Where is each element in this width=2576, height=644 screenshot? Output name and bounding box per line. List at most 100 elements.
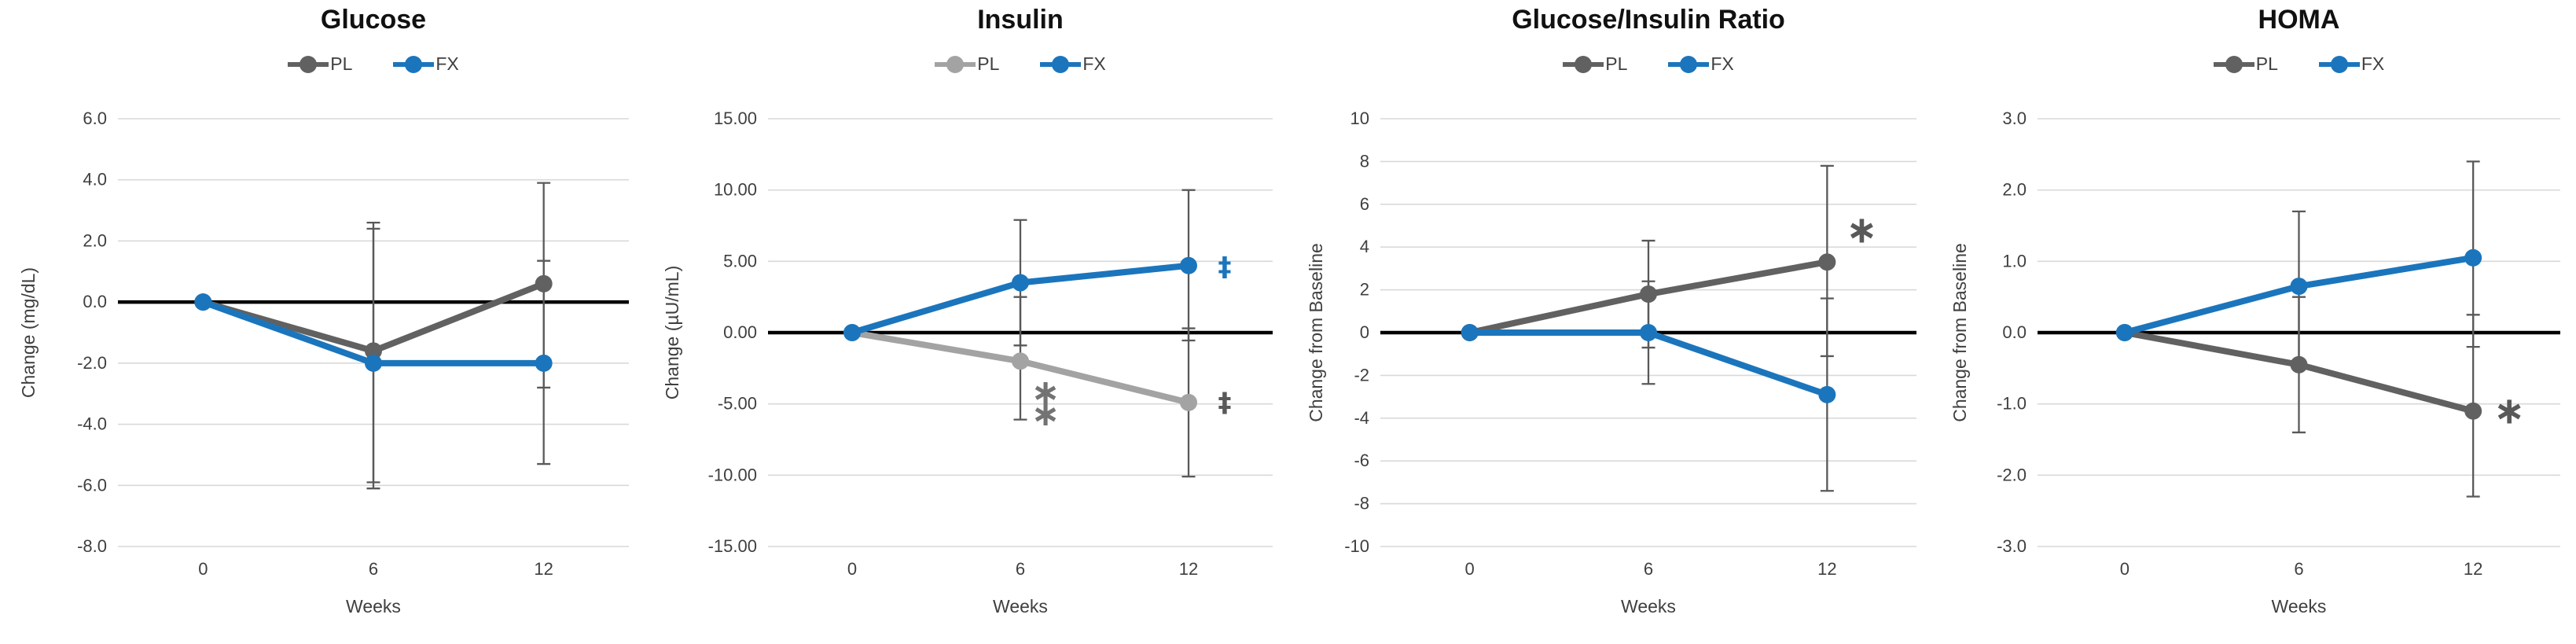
x-tick-label: 12 [1817, 559, 1836, 579]
data-point-FX-week0 [194, 293, 212, 311]
y-tick-label: 0.00 [723, 322, 757, 342]
y-tick-labels: 15.00 10.00 5.00 0.00 -5.00 -10.00 -15.00 [708, 109, 757, 556]
x-axis-title: Weeks [2271, 596, 2327, 616]
x-tick-label: 0 [1465, 559, 1475, 579]
legend-item-pl: PL [2213, 53, 2278, 75]
legend-label-pl: PL [2255, 53, 2278, 74]
x-tick-label: 6 [2294, 559, 2303, 579]
legend-marker-pl-icon [288, 55, 329, 73]
legend-label-fx: FX [435, 53, 459, 74]
legend-item-fx: FX [1040, 53, 1106, 75]
x-axis-title: Weeks [1621, 596, 1676, 616]
y-tick-label: -2 [1354, 365, 1369, 385]
x-tick-labels: 0 6 12 [1465, 559, 1837, 579]
chart-title: HOMA [2258, 5, 2340, 35]
y-tick-label: 1.0 [2002, 251, 2027, 270]
y-tick-label: 4.0 [83, 170, 107, 190]
error-bars-FX [366, 227, 551, 490]
data-point-PL-week12 [535, 274, 553, 293]
y-tick-label: 2 [1360, 280, 1369, 300]
data-point-PL-week12 [2464, 402, 2482, 420]
y-tick-label: -2.0 [1997, 465, 2027, 484]
chart-panel-glucose-insulin-ratio: Glucose/Insulin Ratio PL FX Change from … [1288, 0, 1931, 644]
data-point-PL-week6 [1012, 352, 1029, 370]
legend-label-fx: FX [1082, 53, 1106, 74]
error-bars-PL [2292, 296, 2480, 498]
data-point-PL-week6 [1640, 285, 1657, 304]
data-point-FX-week12 [535, 354, 553, 372]
significance-annotation: ‡ [1218, 387, 1232, 418]
data-point-FX-week12 [2464, 248, 2482, 267]
y-tick-label: 2.0 [83, 230, 107, 250]
legend-item-pl: PL [1563, 53, 1627, 75]
y-tick-label: -15.00 [708, 536, 757, 556]
significance-annotation: ∗ [1031, 394, 1060, 434]
legend-marker-pl-icon [935, 55, 976, 73]
significance-annotation: ∗ [1846, 208, 1877, 252]
legend-label-fx: FX [2361, 53, 2385, 74]
data-point-FX-week0 [843, 324, 861, 341]
glucose-plot-area: 6.0 4.0 2.0 0.0 -2.0 -4.0 -6.0 -8.0 0 6 12 [77, 109, 629, 579]
legend-label-fx: FX [1711, 53, 1734, 74]
chart-title: Glucose [320, 5, 427, 35]
y-tick-label: -6 [1354, 451, 1369, 470]
y-tick-label: 0.0 [83, 292, 107, 311]
significance-annotation: ∗ [2493, 389, 2525, 433]
data-point-FX-week6 [365, 354, 382, 372]
x-tick-label: 0 [198, 559, 208, 579]
data-point-FX-week0 [2115, 324, 2133, 341]
x-tick-label: 6 [1644, 559, 1653, 579]
y-tick-label: -1.0 [1997, 394, 2027, 414]
x-tick-label: 12 [2464, 559, 2482, 579]
legend-item-fx: FX [1668, 53, 1734, 75]
legend-marker-fx-icon [1040, 55, 1082, 73]
chart-title: Glucose/Insulin Ratio [1512, 5, 1785, 35]
x-tick-labels: 0 6 12 [847, 559, 1198, 579]
legend-marker-pl-icon [2213, 55, 2254, 73]
data-point-PL-week12 [1180, 393, 1197, 411]
legend-marker-fx-icon [1668, 55, 1710, 73]
legend: PL FX [768, 53, 1273, 75]
y-tick-label: -10 [1344, 536, 1369, 556]
data-point-PL-week6 [365, 342, 382, 360]
chart-panel-homa: HOMA PL FX Change from Baseline Weeks 3.… [1931, 0, 2575, 644]
legend: PL FX [118, 53, 629, 75]
y-tick-label: -5.00 [718, 394, 757, 414]
chart-title: Insulin [977, 5, 1064, 35]
glucose-insulin-ratio-plot-area: 10 8 6 4 2 0 -2 -4 -6 -8 -10 0 6 12 ∗ [1344, 109, 1916, 579]
chart-panel-insulin: Insulin PL FX Change (µU/mL) Weeks 15.00… [644, 0, 1288, 644]
y-tick-label: -3.0 [1997, 536, 2027, 556]
legend-marker-pl-icon [1563, 55, 1604, 73]
x-tick-labels: 0 6 12 [2120, 559, 2483, 579]
legend: PL FX [2038, 53, 2560, 75]
y-tick-label: -2.0 [77, 353, 107, 373]
y-tick-label: 10.00 [714, 180, 757, 200]
homa-plot-area: 3.0 2.0 1.0 0.0 -1.0 -2.0 -3.0 0 6 12 ∗ [1997, 109, 2560, 579]
y-tick-label: 0.0 [2002, 322, 2027, 342]
y-tick-label: 2.0 [2002, 180, 2027, 200]
x-tick-label: 12 [534, 559, 553, 579]
chart-panel-glucose: Glucose PL FX Change (mg/dL) Weeks 6.0 4.… [0, 0, 644, 644]
legend-label-pl: PL [1605, 53, 1628, 74]
data-point-PL-week6 [2290, 355, 2308, 374]
y-tick-label: -4.0 [77, 414, 107, 434]
x-tick-label: 6 [1016, 559, 1025, 579]
x-tick-label: 6 [369, 559, 378, 579]
legend-item-pl: PL [935, 53, 999, 75]
error-bars-PL [1641, 164, 1834, 358]
legend-label-pl: PL [977, 53, 1000, 74]
legend-item-fx: FX [2318, 53, 2385, 75]
y-tick-label: 10 [1350, 109, 1369, 128]
x-tick-labels: 0 6 12 [198, 559, 553, 579]
y-tick-label: 4 [1360, 237, 1369, 256]
y-tick-labels: 3.0 2.0 1.0 0.0 -1.0 -2.0 -3.0 [1997, 109, 2027, 556]
y-tick-label: 3.0 [2002, 109, 2027, 128]
legend: PL FX [1380, 53, 1916, 75]
y-tick-label: 5.00 [723, 251, 757, 270]
data-point-FX-week6 [2290, 278, 2308, 296]
y-tick-label: -8 [1354, 494, 1369, 513]
y-tick-label: 8 [1360, 151, 1369, 171]
y-tick-label: -4 [1354, 408, 1369, 428]
data-point-FX-week0 [1461, 324, 1479, 341]
